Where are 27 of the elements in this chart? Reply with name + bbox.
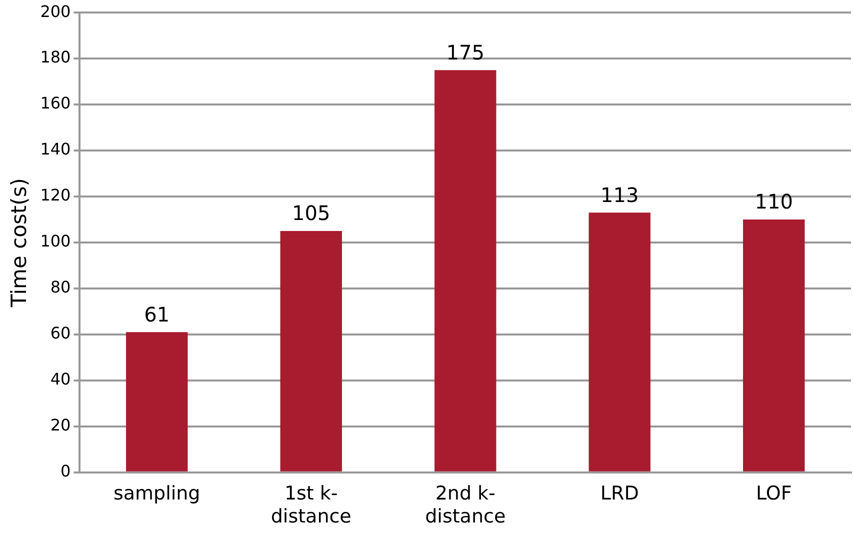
- x-tick-label: LRD: [600, 482, 639, 505]
- y-tick-label: 100: [40, 232, 71, 251]
- bar: [588, 212, 650, 472]
- bar: [126, 332, 188, 472]
- data-label: 110: [754, 190, 793, 214]
- x-tick-label: 1st k-distance: [270, 482, 352, 528]
- data-label: 105: [292, 201, 330, 226]
- y-tick-label: 120: [40, 186, 71, 205]
- data-label: 113: [600, 182, 639, 207]
- bar: [280, 231, 342, 472]
- x-tick-label: sampling: [113, 482, 200, 505]
- bar: [434, 70, 496, 472]
- y-tick-label: 200: [40, 2, 71, 21]
- bar: [743, 220, 805, 472]
- y-tick-label: 0: [60, 462, 71, 481]
- y-tick-label: 140: [40, 140, 71, 159]
- y-tick-label: 160: [40, 94, 71, 113]
- x-tick-label: 2nd k-distance: [425, 482, 506, 528]
- y-tick-label: 60: [50, 324, 71, 343]
- data-label: 61: [144, 302, 170, 326]
- y-tick-label: 180: [40, 48, 71, 67]
- y-tick-label: 80: [50, 278, 71, 297]
- y-tick-label: 20: [50, 416, 71, 435]
- y-axis-title: Time cost(s): [7, 178, 32, 308]
- x-tick-label: LOF: [756, 482, 792, 505]
- y-tick-label: 40: [50, 370, 71, 389]
- data-label: 175: [446, 40, 484, 64]
